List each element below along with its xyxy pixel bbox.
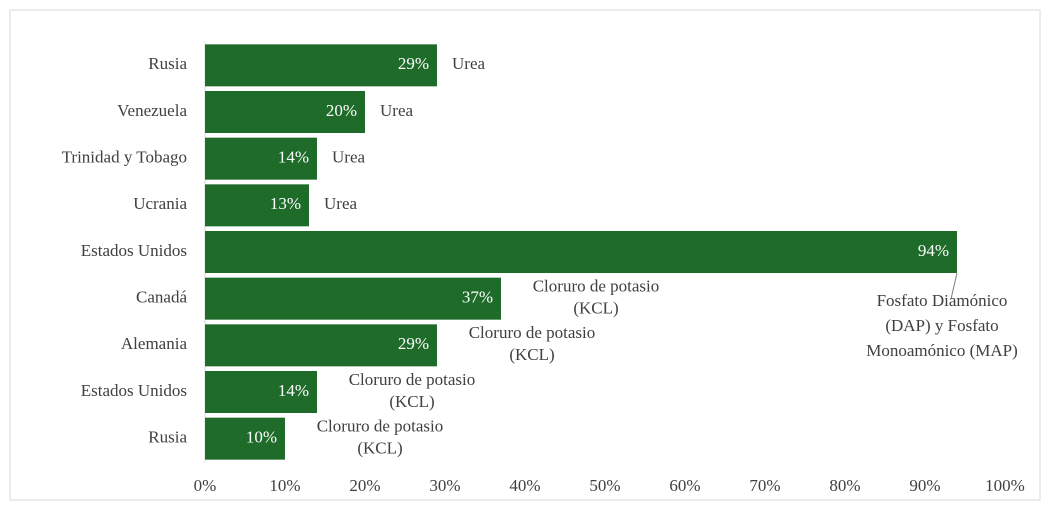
x-tick-label: 30% [429, 476, 460, 495]
value-label: 14% [278, 148, 309, 167]
leader-line [950, 272, 958, 300]
y-tick-label: Estados Unidos [81, 241, 187, 260]
annotation: (KCL) [573, 299, 618, 318]
y-tick-label: Rusia [148, 54, 187, 73]
value-label: 29% [398, 54, 429, 73]
value-label: 29% [398, 334, 429, 353]
annotation: Monoamónico (MAP) [866, 341, 1018, 360]
annotation: Urea [324, 194, 357, 213]
annotation: (KCL) [357, 439, 402, 458]
annotation: Urea [380, 101, 413, 120]
bar [205, 417, 285, 460]
y-tick-label: Canadá [136, 288, 187, 307]
y-tick-label: Venezuela [117, 101, 187, 120]
bar [205, 44, 437, 87]
x-tick-label: 100% [985, 476, 1025, 495]
value-label: 10% [246, 428, 277, 447]
bar [205, 324, 437, 367]
annotation: (DAP) y Fosfato [885, 316, 998, 335]
y-tick-label: Ucrania [133, 194, 187, 213]
x-tick-label: 70% [749, 476, 780, 495]
bar [205, 184, 309, 227]
annotation: Urea [332, 148, 365, 167]
bar [205, 277, 501, 320]
annotation: Cloruro de potasio [349, 370, 476, 389]
annotation: Cloruro de potasio [469, 323, 596, 342]
y-tick-label: Estados Unidos [81, 381, 187, 400]
x-tick-label: 10% [269, 476, 300, 495]
annotation: Fosfato Diamónico [877, 291, 1008, 310]
chart-border [9, 9, 1041, 501]
value-label: 13% [270, 194, 301, 213]
value-label: 37% [462, 288, 493, 307]
x-tick-label: 20% [349, 476, 380, 495]
annotation: Urea [452, 54, 485, 73]
value-label: 14% [278, 381, 309, 400]
annotation: (KCL) [509, 345, 554, 364]
y-tick-label: Trinidad y Tobago [62, 148, 187, 167]
bar [205, 91, 365, 133]
x-tick-label: 50% [589, 476, 620, 495]
x-tick-label: 60% [669, 476, 700, 495]
y-tick-label: Rusia [148, 428, 187, 447]
annotation: (KCL) [389, 392, 434, 411]
y-tick-label: Alemania [121, 334, 188, 353]
x-tick-label: 90% [909, 476, 940, 495]
annotation: Cloruro de potasio [317, 417, 444, 436]
annotation: Cloruro de potasio [533, 277, 660, 296]
x-tick-label: 80% [829, 476, 860, 495]
value-label: 20% [326, 101, 357, 120]
value-label: 94% [918, 241, 949, 260]
bar [205, 137, 317, 180]
bar [205, 231, 957, 273]
x-tick-label: 40% [509, 476, 540, 495]
x-tick-label: 0% [194, 476, 217, 495]
bar [205, 371, 317, 413]
